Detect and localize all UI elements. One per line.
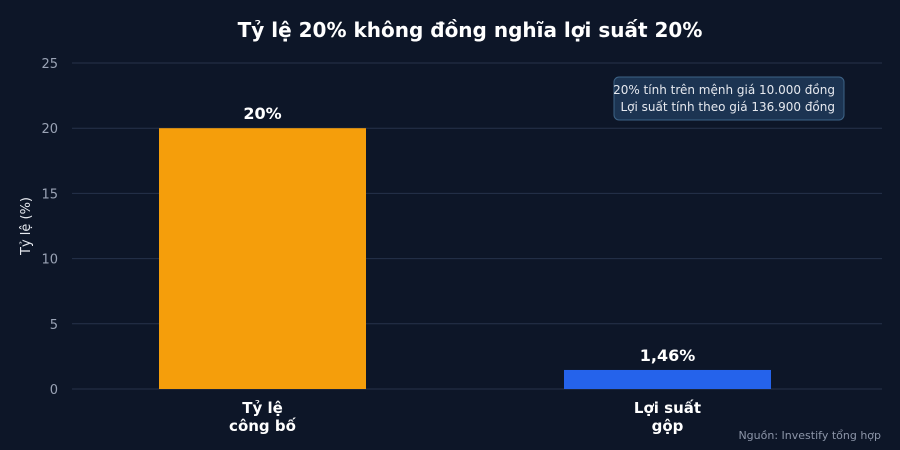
category-label-1-line-2: công bố — [229, 416, 297, 435]
bars — [159, 128, 771, 389]
y-tick-label: 15 — [41, 187, 58, 202]
y-tick-label: 10 — [41, 253, 58, 268]
bar-1 — [159, 128, 366, 389]
y-tick-label: 25 — [41, 57, 58, 72]
annotation-box: 20% tính trên mệnh giá 10.000 đồng Lợi s… — [613, 76, 845, 121]
data-labels: 20% 1,46% — [243, 104, 695, 365]
data-label-2: 1,46% — [640, 346, 696, 365]
y-tick-label: 20 — [41, 122, 58, 137]
chart-title: Tỷ lệ 20% không đồng nghĩa lợi suất 20% — [238, 18, 703, 42]
y-axis-ticks: 0 5 10 15 20 25 — [41, 57, 58, 398]
source-note: Nguồn: Investify tổng hợp — [738, 429, 881, 442]
annotation-line-2: Lợi suất tính theo giá 136.900 đồng — [620, 100, 835, 114]
category-label-1-line-1: Tỷ lệ — [242, 399, 283, 417]
y-axis-label: Tỷ lệ (%) — [19, 197, 34, 256]
data-label-1: 20% — [243, 104, 281, 123]
category-label-2-line-1: Lợi suất — [634, 399, 701, 417]
bar-2 — [564, 369, 771, 389]
y-tick-label: 5 — [50, 318, 58, 333]
y-tick-label: 0 — [50, 383, 58, 398]
annotation-line-1: 20% tính trên mệnh giá 10.000 đồng — [613, 83, 835, 97]
category-label-2-line-2: gộp — [652, 417, 684, 435]
